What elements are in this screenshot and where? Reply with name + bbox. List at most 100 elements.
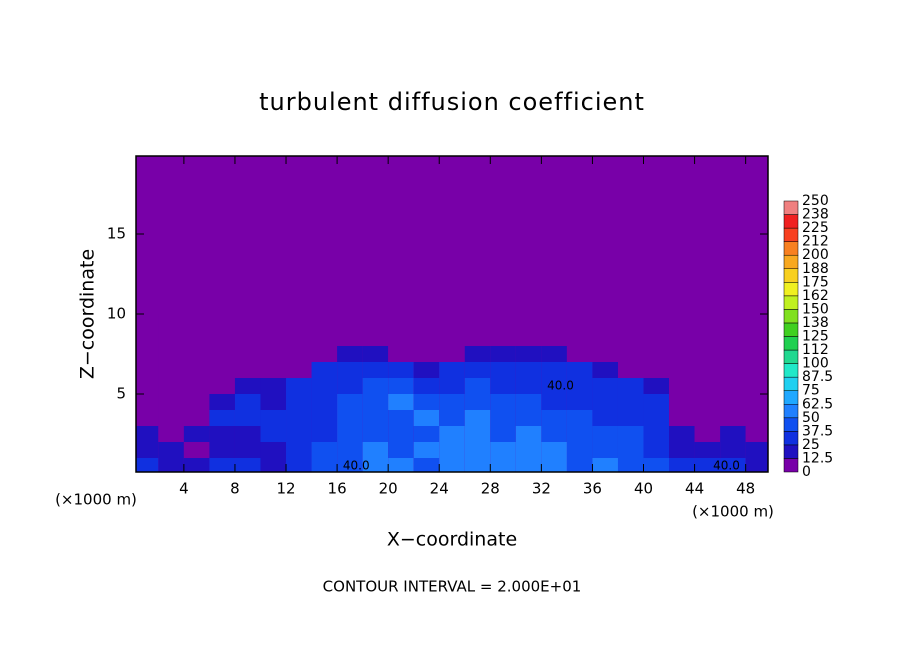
heat-cell [643,442,670,458]
heat-cell [413,410,440,426]
y-tick-label: 15 [107,225,126,243]
heat-cell [136,442,159,458]
heat-cell [286,330,312,346]
heat-cell [183,362,210,378]
heat-cell [209,458,235,472]
heat-cell [464,410,491,426]
colorbar-label: 200 [802,247,829,263]
heat-cell [643,346,670,362]
heat-cell [158,378,184,394]
heat-cell [592,394,618,410]
heat-cell [643,410,670,426]
heat-cell [745,330,768,346]
colorbar-swatch [783,268,799,283]
heat-cell [720,330,746,346]
heat-cell [439,442,465,458]
heat-cell [592,362,618,378]
colorbar-label: 138 [802,315,829,331]
heat-cell [136,314,159,330]
heat-cell [136,410,159,426]
heat-cell [490,394,516,410]
heat-cell [209,378,235,394]
heat-cell [260,426,287,442]
heat-cell [209,442,235,458]
footer-note: CONTOUR INTERVAL = 2.000E+01 [323,578,582,596]
heat-cell [515,346,542,362]
heat-cell [566,426,593,442]
colorbar-swatch [783,376,799,391]
heat-cell [183,314,210,330]
heat-cell [541,346,567,362]
heat-cell [720,394,746,410]
heat-cell [566,330,593,346]
heat-cell [745,346,768,362]
heat-cell [136,362,159,378]
heat-cell [490,458,516,472]
heat-cell [464,362,491,378]
heat-cell [669,458,695,472]
heat-cell [388,314,414,330]
colorbar-swatch [783,431,799,446]
heat-cell [158,442,184,458]
heat-cell [669,330,695,346]
heat-cell [515,378,542,394]
heat-cell [439,362,465,378]
heat-cell [669,410,695,426]
heat-cell [158,458,184,472]
heat-cell [515,362,542,378]
colorbar-swatch [783,309,799,324]
heat-cell [541,410,567,426]
heat-cell [388,442,414,458]
x-axis-label: X−coordinate [387,529,517,551]
heat-cell [745,378,768,394]
heat-cell [234,442,261,458]
heat-cell [158,314,184,330]
colorbar-label: 12.5 [802,450,833,466]
heat-cell [337,426,363,442]
heat-cell [439,378,465,394]
heat-cell [541,442,567,458]
heat-cell [209,314,235,330]
contour-label: 40.0 [713,459,740,473]
heat-cell [669,362,695,378]
heat-cell [158,346,184,362]
heat-cell [617,442,644,458]
heat-cell [311,442,338,458]
heat-cell [286,314,312,330]
heat-cell [694,410,721,426]
heat-cell [541,314,567,330]
x-tick-label: 12 [276,480,295,498]
heat-cell [286,394,312,410]
colorbar-swatch [783,390,799,405]
y-axis-label: Z−coordinate [77,249,99,379]
heat-cell [260,394,287,410]
y-tick-label: 10 [107,305,126,323]
heat-cell [566,394,593,410]
heat-cell [490,378,516,394]
heat-cell [617,330,644,346]
colorbar-swatch [783,241,799,256]
heat-cell [490,426,516,442]
heat-cell [136,426,159,442]
colorbar-label: 188 [802,261,829,277]
colorbar-swatch [783,458,799,473]
colorbar-label: 112 [802,342,829,358]
heat-cell [541,458,567,472]
x-tick-label: 36 [583,480,602,498]
heat-cell [136,394,159,410]
heat-cell [388,426,414,442]
heat-cell [643,330,670,346]
heat-cell [388,346,414,362]
heat-cell [617,410,644,426]
heat-cell [566,442,593,458]
heat-cell [183,458,210,472]
heat-cell [311,410,338,426]
heat-cell [260,442,287,458]
heat-cell [209,330,235,346]
colorbar-label: 238 [802,207,829,223]
heat-cell [592,458,618,472]
y-tick-label: 5 [116,385,126,403]
x-tick-label: 48 [736,480,755,498]
heat-cell [413,394,440,410]
x-tick-label: 44 [685,480,704,498]
